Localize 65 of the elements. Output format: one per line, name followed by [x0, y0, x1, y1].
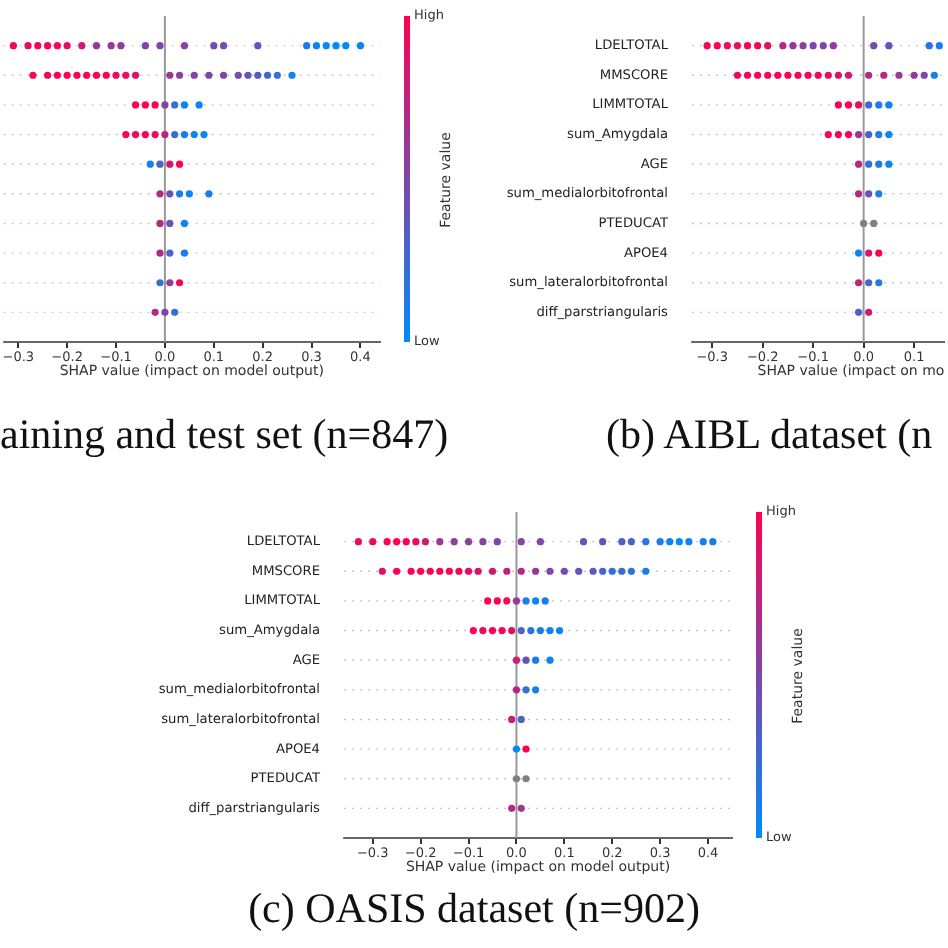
point: [417, 567, 425, 575]
text: (b) AIBL dataset (n: [606, 410, 933, 458]
point: [743, 71, 752, 79]
point: [870, 219, 878, 228]
point: [503, 597, 511, 605]
point: [675, 538, 683, 546]
point: [175, 160, 184, 168]
point: [488, 626, 497, 635]
point: [834, 71, 842, 79]
point: [844, 101, 853, 109]
point: [713, 42, 721, 50]
point: [141, 130, 149, 139]
point: [78, 42, 86, 50]
point: [560, 567, 568, 575]
point: [161, 130, 169, 139]
point: [73, 71, 81, 79]
point: [393, 538, 401, 546]
point: [865, 130, 873, 139]
point: [925, 42, 933, 50]
point: [156, 249, 164, 257]
text: (c) OASIS dataset (n=902): [248, 884, 700, 932]
point: [166, 249, 174, 257]
point: [774, 71, 782, 79]
point: [402, 538, 410, 546]
point: [517, 567, 525, 575]
text: aining and test set (n=847): [0, 410, 449, 458]
point: [754, 42, 762, 50]
point: [63, 71, 71, 79]
point: [834, 101, 842, 109]
point: [53, 42, 61, 50]
point: [865, 279, 873, 287]
point: [175, 279, 184, 287]
point: [503, 567, 511, 575]
point: [854, 279, 863, 287]
point: [885, 42, 893, 50]
point: [512, 775, 521, 783]
point: [733, 71, 742, 79]
point: [870, 42, 878, 50]
point: [263, 71, 272, 79]
point: [860, 219, 868, 228]
point: [709, 538, 717, 546]
point: [156, 190, 164, 198]
point: [522, 775, 530, 783]
point: [865, 160, 873, 168]
point: [854, 308, 863, 316]
point: [407, 567, 415, 575]
point: [743, 42, 752, 50]
point: [151, 308, 159, 316]
point: [44, 42, 52, 50]
point: [699, 538, 707, 546]
point: [784, 71, 792, 79]
point: [844, 71, 853, 79]
point: [156, 160, 164, 168]
point: [608, 567, 616, 575]
point: [865, 101, 873, 109]
point: [156, 219, 164, 228]
point: [474, 567, 482, 575]
point: [34, 42, 42, 50]
point: [131, 71, 140, 79]
point: [930, 71, 938, 79]
point: [426, 567, 434, 575]
point: [703, 42, 711, 50]
point: [498, 626, 506, 635]
point: [464, 567, 473, 575]
point: [589, 567, 597, 575]
